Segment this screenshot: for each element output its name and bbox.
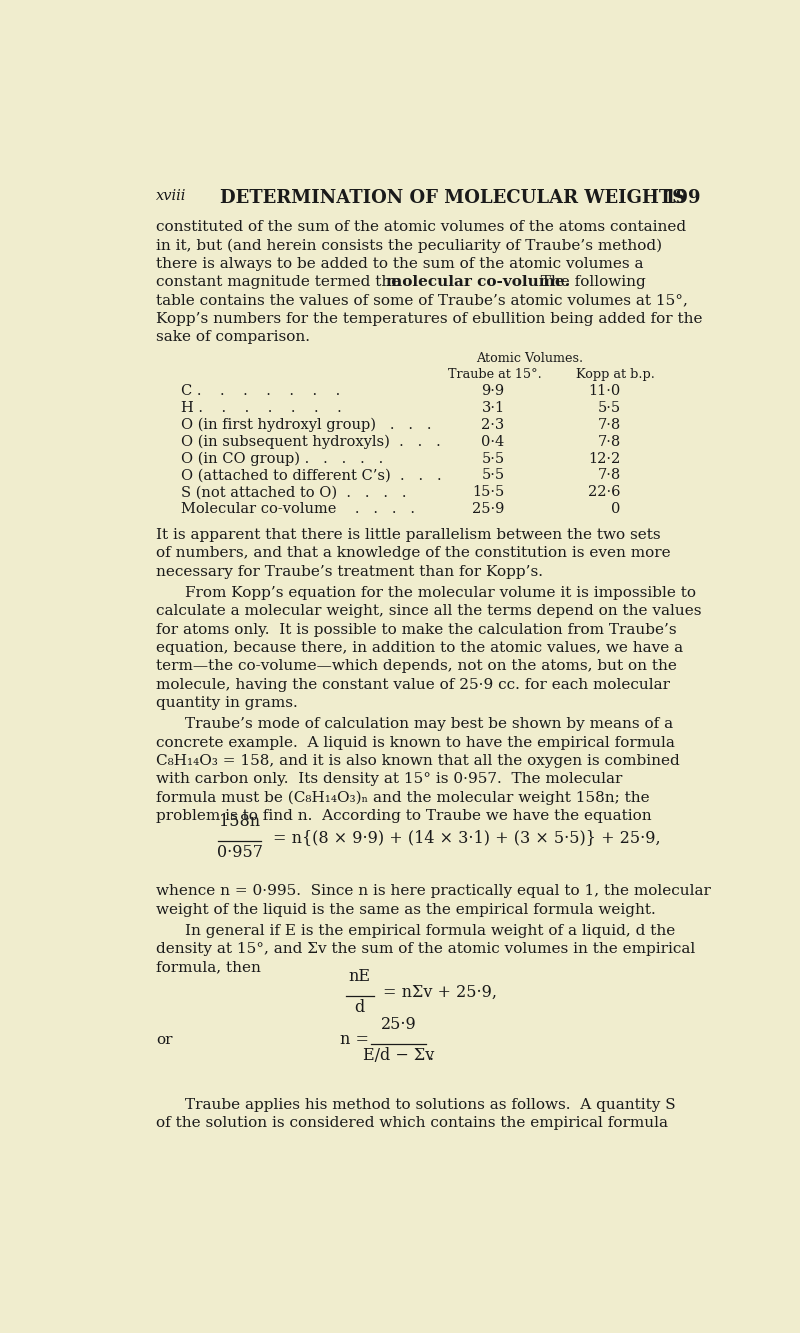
Text: of numbers, and that a knowledge of the constitution is even more: of numbers, and that a knowledge of the … xyxy=(156,547,670,560)
Text: 199: 199 xyxy=(664,189,702,207)
Text: = n{(8 × 9·9) + (14 × 3·1) + (3 × 5·5)} + 25·9,: = n{(8 × 9·9) + (14 × 3·1) + (3 × 5·5)} … xyxy=(273,829,661,846)
Text: 7·8: 7·8 xyxy=(598,419,621,432)
Text: 3·1: 3·1 xyxy=(482,401,505,416)
Text: in it, but (and herein consists the peculiarity of Traube’s method): in it, but (and herein consists the pecu… xyxy=(156,239,662,253)
Text: 2·3: 2·3 xyxy=(482,419,505,432)
Text: From Kopp’s equation for the molecular volume it is impossible to: From Kopp’s equation for the molecular v… xyxy=(186,587,696,600)
Text: nE: nE xyxy=(349,968,370,985)
Text: 11·0: 11·0 xyxy=(589,384,621,399)
Text: DETERMINATION OF MOLECULAR WEIGHTS: DETERMINATION OF MOLECULAR WEIGHTS xyxy=(220,189,686,207)
Text: constant magnitude termed the: constant magnitude termed the xyxy=(156,275,405,289)
Text: 7·8: 7·8 xyxy=(598,468,621,483)
Text: term—the co-volume—which depends, not on the atoms, but on the: term—the co-volume—which depends, not on… xyxy=(156,660,677,673)
Text: there is always to be added to the sum of the atomic volumes a: there is always to be added to the sum o… xyxy=(156,257,643,271)
Text: xviii: xviii xyxy=(156,189,186,203)
Text: 25·9: 25·9 xyxy=(472,503,505,516)
Text: In general if E is the empirical formula weight of a liquid, d the: In general if E is the empirical formula… xyxy=(186,924,675,938)
Text: Traube’s mode of calculation may best be shown by means of a: Traube’s mode of calculation may best be… xyxy=(186,717,674,732)
Text: Molecular co-volume    .   .   .   .: Molecular co-volume . . . . xyxy=(182,503,415,516)
Text: 9·9: 9·9 xyxy=(482,384,505,399)
Text: formula, then: formula, then xyxy=(156,961,261,974)
Text: O (in CO group) .   .   .   .   .: O (in CO group) . . . . . xyxy=(182,452,384,467)
Text: 5·5: 5·5 xyxy=(598,401,621,416)
Text: 22·6: 22·6 xyxy=(588,485,621,499)
Text: O (in first hydroxyl group)   .   .   .: O (in first hydroxyl group) . . . xyxy=(182,419,432,432)
Text: 5·5: 5·5 xyxy=(482,452,505,465)
Text: C₈H₁₄O₃ = 158, and it is also known that all the oxygen is combined: C₈H₁₄O₃ = 158, and it is also known that… xyxy=(156,754,679,768)
Text: 158n: 158n xyxy=(219,813,260,830)
Text: It is apparent that there is little parallelism between the two sets: It is apparent that there is little para… xyxy=(156,528,661,543)
Text: density at 15°, and Σv the sum of the atomic volumes in the empirical: density at 15°, and Σv the sum of the at… xyxy=(156,942,695,957)
Text: Kopp’s numbers for the temperatures of ebullition being added for the: Kopp’s numbers for the temperatures of e… xyxy=(156,312,702,325)
Text: of the solution is considered which contains the empirical formula: of the solution is considered which cont… xyxy=(156,1116,668,1130)
Text: molecular co-volume.: molecular co-volume. xyxy=(386,275,570,289)
Text: Kopp at b.p.: Kopp at b.p. xyxy=(576,368,655,380)
Text: for atoms only.  It is possible to make the calculation from Traube’s: for atoms only. It is possible to make t… xyxy=(156,623,677,637)
Text: 7·8: 7·8 xyxy=(598,435,621,449)
Text: .: . xyxy=(429,1046,434,1064)
Text: O (in subsequent hydroxyls)  .   .   .: O (in subsequent hydroxyls) . . . xyxy=(182,435,441,449)
Text: molecule, having the constant value of 25·9 cc. for each molecular: molecule, having the constant value of 2… xyxy=(156,677,670,692)
Text: whence n = 0·995.  Since n is here practically equal to 1, the molecular: whence n = 0·995. Since n is here practi… xyxy=(156,884,710,898)
Text: n =: n = xyxy=(340,1032,370,1049)
Text: 0·4: 0·4 xyxy=(482,435,505,449)
Text: 0: 0 xyxy=(611,503,621,516)
Text: O (attached to different C’s)  .   .   .: O (attached to different C’s) . . . xyxy=(182,468,442,483)
Text: d: d xyxy=(354,1000,365,1016)
Text: necessary for Traube’s treatment than for Kopp’s.: necessary for Traube’s treatment than fo… xyxy=(156,565,542,579)
Text: 25·9: 25·9 xyxy=(381,1016,416,1033)
Text: calculate a molecular weight, since all the terms depend on the values: calculate a molecular weight, since all … xyxy=(156,604,702,619)
Text: quantity in grams.: quantity in grams. xyxy=(156,696,298,710)
Text: Traube applies his method to solutions as follows.  A quantity S: Traube applies his method to solutions a… xyxy=(186,1097,676,1112)
Text: equation, because there, in addition to the atomic values, we have a: equation, because there, in addition to … xyxy=(156,641,683,655)
Text: concrete example.  A liquid is known to have the empirical formula: concrete example. A liquid is known to h… xyxy=(156,736,674,749)
Text: 15·5: 15·5 xyxy=(472,485,505,499)
Text: 0·957: 0·957 xyxy=(217,844,262,861)
Text: constituted of the sum of the atomic volumes of the atoms contained: constituted of the sum of the atomic vol… xyxy=(156,220,686,235)
Text: Atomic Volumes.: Atomic Volumes. xyxy=(477,352,584,365)
Text: sake of comparison.: sake of comparison. xyxy=(156,331,310,344)
Text: 5·5: 5·5 xyxy=(482,468,505,483)
Text: S (not attached to O)  .   .   .   .: S (not attached to O) . . . . xyxy=(182,485,407,499)
Text: E/d − Σv: E/d − Σv xyxy=(362,1046,434,1064)
Text: or: or xyxy=(156,1033,172,1046)
Text: The following: The following xyxy=(531,275,646,289)
Text: C .    .    .    .    .    .    .: C . . . . . . . xyxy=(182,384,341,399)
Text: H .    .    .    .    .    .    .: H . . . . . . . xyxy=(182,401,342,416)
Text: weight of the liquid is the same as the empirical formula weight.: weight of the liquid is the same as the … xyxy=(156,902,655,917)
Text: table contains the values of some of Traube’s atomic volumes at 15°,: table contains the values of some of Tra… xyxy=(156,293,688,308)
Text: 12·2: 12·2 xyxy=(589,452,621,465)
Text: Traube at 15°.: Traube at 15°. xyxy=(448,368,542,380)
Text: with carbon only.  Its density at 15° is 0·957.  The molecular: with carbon only. Its density at 15° is … xyxy=(156,772,622,786)
Text: formula must be (C₈H₁₄O₃)ₙ and the molecular weight 158n; the: formula must be (C₈H₁₄O₃)ₙ and the molec… xyxy=(156,790,650,805)
Text: = nΣv + 25·9,: = nΣv + 25·9, xyxy=(383,984,497,1001)
Text: problem is to find n.  According to Traube we have the equation: problem is to find n. According to Traub… xyxy=(156,809,651,822)
